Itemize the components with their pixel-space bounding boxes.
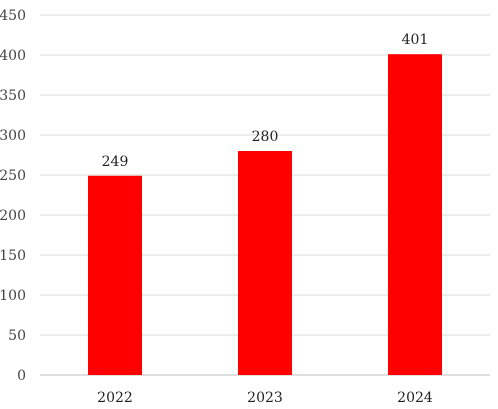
bar [388,54,442,375]
x-tick-label: 2024 [397,390,433,406]
y-tick-label: 200 [0,208,26,224]
y-tick-label: 150 [0,248,26,264]
data-labels: 249 280 401 [102,32,429,170]
data-label: 249 [102,154,129,170]
y-tick-label: 50 [8,328,26,344]
y-tick-label: 400 [0,48,26,64]
bar [88,175,142,375]
x-tick-label: 2022 [97,390,133,406]
x-tick-label: 2023 [247,390,283,406]
x-axis-ticks: 2022 2023 2024 [97,390,433,406]
y-tick-label: 350 [0,88,26,104]
data-label: 401 [402,32,429,48]
data-label: 280 [252,129,279,145]
bars [88,54,442,375]
y-tick-label: 300 [0,128,26,144]
bar [238,151,292,375]
y-axis-ticks: 0 50 100 150 200 250 300 350 400 450 [0,8,26,384]
y-tick-label: 250 [0,168,26,184]
y-tick-label: 100 [0,288,26,304]
y-tick-label: 0 [17,368,26,384]
y-tick-label: 450 [0,8,26,24]
